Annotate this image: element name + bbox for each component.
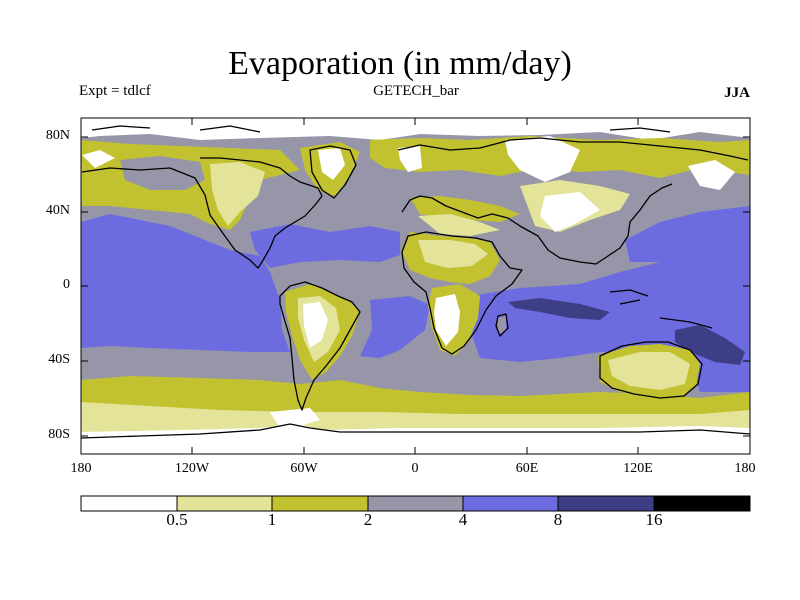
field-white-east-siberia [688,160,735,190]
field-blue-w-pacific [625,206,750,262]
colorbar-label: 16 [645,510,663,529]
colorbar [80,495,751,512]
colorbar-frame [80,495,751,512]
field-pale-north-america [210,162,265,226]
map-ticks [81,118,750,454]
field-pale-mediterranean [418,214,500,236]
coast-eurasia [397,137,749,265]
colorbar-swatch-1 [81,496,177,511]
field-pale-sahara [418,240,488,268]
field-white-siberia [505,136,580,182]
coast-greenland [309,145,357,199]
coast-indonesia [609,289,713,329]
coast-south-america [279,281,361,411]
experiment-label: Expt = tdlcf [79,83,151,99]
lat-label-80n: 80N [45,128,70,143]
lat-label-80s: 80S [48,427,70,442]
coast-north-america [81,157,323,269]
season-label: JJA [724,85,750,101]
dataset-label: GETECH_bar [373,83,459,99]
field-grey-north-america [120,156,205,190]
coast-antarctica [81,423,750,439]
field-white-patagonia [270,408,320,428]
lon-label-120w: 120W [174,461,210,476]
field-grey-madagascar [498,316,506,334]
colorbar-label: 1 [267,510,277,529]
coast-madagascar [495,313,509,337]
colorbar-swatch-6 [558,496,654,511]
field-white-central-asia [540,192,600,232]
coast-australia [599,341,703,399]
colorbar-swatch-7 [654,496,750,511]
field-white-south-africa [434,294,460,346]
field-white-south-america [303,302,328,348]
field-blue-atlantic-s [360,296,430,358]
field-white-arctic [81,118,750,140]
map-title: Evaporation (in mm/day) [228,45,572,82]
field-navy-indian [508,298,610,320]
field-blue-atlantic-n [250,224,400,268]
lon-label-180w: 180 [70,461,92,476]
coastlines [81,125,750,439]
lon-label-0: 0 [411,461,419,476]
colorbar-label: 2 [363,510,373,529]
lon-label-120e: 120E [623,461,653,476]
colorbar-swatch-3 [272,496,368,511]
field-white-canada [82,150,115,168]
lon-label-180e: 180 [734,461,756,476]
colorbar-swatch-5 [463,496,558,511]
lat-label-40s: 40S [48,352,70,367]
colorbar-swatch-4 [368,496,463,511]
colorbar-swatch-2 [177,496,272,511]
field-white-greenland [318,148,345,180]
colorbar-label: 4 [458,510,468,529]
field-pale-australia [608,352,690,390]
map-field [81,118,750,454]
coast-africa [401,231,523,355]
colorbar-label: 8 [553,510,563,529]
field-blue-pacific [81,214,290,352]
colorbar-label: 0.5 [166,510,188,529]
lat-label-40n: 40N [45,203,70,218]
lat-label-0: 0 [63,277,70,292]
lon-label-60e: 60E [515,461,539,476]
coast-arctic-islands [91,125,671,133]
field-white-scandinavia [398,146,422,172]
lon-label-60w: 60W [290,461,318,476]
field-navy-pacific [675,325,745,365]
